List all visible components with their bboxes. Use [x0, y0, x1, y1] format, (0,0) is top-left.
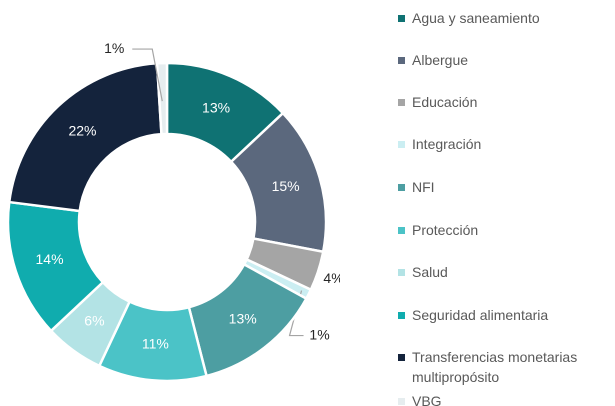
legend-label: NFI: [412, 179, 435, 195]
legend-label: Integración: [412, 136, 482, 152]
legend-item: Transferencias monetarias multipropósito: [398, 347, 613, 387]
leader-line: [132, 48, 163, 102]
legend-swatch: [398, 398, 405, 405]
legend-swatch: [398, 184, 405, 191]
legend-swatch: [398, 354, 405, 361]
data-label: 6%: [84, 313, 104, 329]
legend-item: Salud: [398, 262, 613, 282]
legend-item: VBG: [398, 391, 613, 406]
legend-label: Seguridad alimentaria: [412, 307, 549, 323]
data-label: 15%: [272, 178, 300, 194]
legend-swatch: [398, 99, 405, 106]
legend-swatch: [398, 15, 405, 22]
legend-item: Protección: [398, 220, 613, 240]
legend-label: Transferencias monetarias multipropósito: [412, 349, 578, 385]
legend-item: NFI: [398, 177, 613, 197]
legend-label: Salud: [412, 264, 448, 280]
donut-slice: [7, 61, 163, 213]
legend-label: Protección: [412, 222, 479, 238]
legend-label: Agua y saneamiento: [412, 10, 540, 26]
legend-item: Agua y saneamiento: [398, 8, 613, 28]
chart: 13% 15% 4% 1% 13% 11% 6% 14% 22% 1%: [6, 40, 340, 383]
legend-swatch: [398, 312, 405, 319]
data-label: 11%: [142, 336, 169, 352]
data-label: 22%: [68, 123, 96, 139]
data-label: 13%: [202, 99, 230, 115]
data-label: 13%: [229, 310, 257, 326]
legend-swatch: [398, 57, 405, 64]
legend-item: Albergue: [398, 50, 613, 70]
data-label: 1%: [104, 40, 124, 56]
legend-swatch: [398, 227, 405, 234]
legend-label: Educación: [412, 94, 478, 110]
legend-item: Seguridad alimentaria: [398, 305, 613, 325]
legend-swatch: [398, 141, 405, 148]
data-label: 1%: [309, 326, 329, 342]
legend-item: Integración: [398, 134, 613, 154]
legend-label: Albergue: [412, 52, 469, 68]
data-label: 14%: [36, 251, 64, 267]
legend-swatch: [398, 269, 405, 276]
legend-item: Educación: [398, 92, 613, 112]
data-label: 4%: [323, 270, 340, 286]
legend-label: VBG: [412, 393, 442, 406]
